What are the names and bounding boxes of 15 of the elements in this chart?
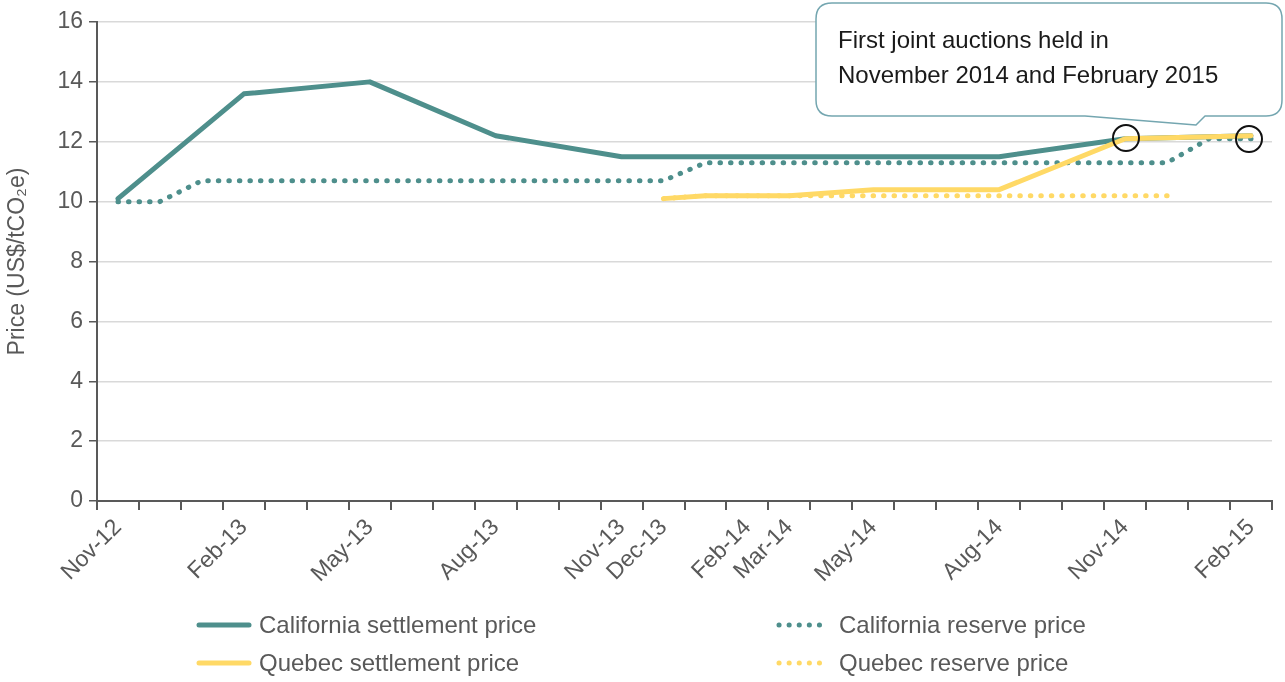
y-axis-title: Price (US$/tCO₂e) — [3, 167, 30, 356]
y-tick-label: 8 — [70, 246, 83, 273]
y-tick-label: 2 — [70, 426, 83, 453]
legend-label: California reserve price — [839, 611, 1086, 639]
annotation: First joint auctions held in November 2014 and February 2015 — [838, 25, 1220, 90]
legend-label: California settlement price — [259, 611, 537, 639]
legend-label: Quebec reserve price — [839, 649, 1069, 677]
y-tick-label: 14 — [57, 67, 84, 94]
y-tick-label: 10 — [57, 186, 83, 213]
y-tick-label: 0 — [70, 486, 83, 513]
y-tick-label: 12 — [57, 127, 83, 154]
y-tick-label: 4 — [70, 366, 84, 393]
legend-label: Quebec settlement price — [259, 649, 520, 677]
y-tick-label: 6 — [70, 306, 83, 333]
y-tick-label: 16 — [57, 7, 83, 34]
